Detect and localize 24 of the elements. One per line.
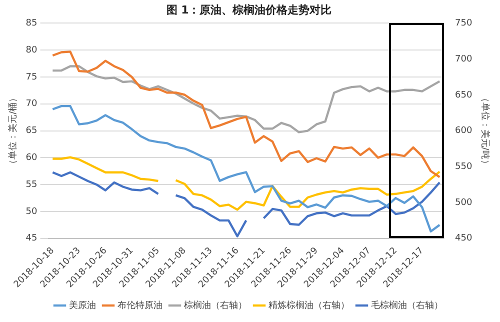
y2-tick-label: 500 — [455, 198, 472, 208]
y-tick-label: 50 — [26, 206, 38, 217]
y-tick-label: 55 — [26, 180, 38, 190]
y2-tick-label: 600 — [455, 126, 472, 136]
y2-tick-label: 550 — [455, 162, 472, 172]
y-tick-label: 60 — [26, 153, 38, 164]
y2-tick-label: 450 — [455, 234, 472, 244]
y-tick-label: 80 — [26, 45, 38, 56]
y-tick-label: 65 — [26, 126, 38, 136]
legend-label: 毛棕榈油（右轴） — [370, 300, 443, 311]
y-tick-label: 45 — [26, 234, 38, 244]
legend-label: 布伦特原油 — [117, 300, 162, 311]
y-tick-label: 70 — [26, 99, 38, 110]
legend-label: 棕榈油（右轴） — [184, 300, 247, 311]
legend-label: 美原油 — [68, 300, 96, 311]
y2-tick-label: 650 — [455, 90, 472, 100]
legend-label: 精炼棕榈油（右轴） — [268, 300, 350, 311]
y-tick-label: 75 — [26, 72, 38, 82]
y2-tick-label: 700 — [455, 54, 472, 64]
y2-tick-label: 750 — [455, 18, 472, 29]
y-tick-label: 85 — [26, 18, 38, 29]
y2-axis-title: （单位：美元/吨） — [479, 93, 490, 168]
chart-title: 图 1：原油、棕榈油价格走势对比 — [166, 3, 332, 16]
y-axis-title: （单位：美元/桶） — [8, 93, 19, 168]
